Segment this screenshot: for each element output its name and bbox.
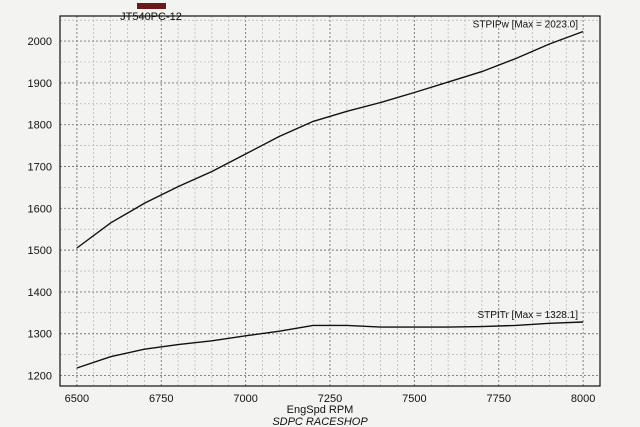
footer-credit: SDPC RACESHOP <box>272 416 368 427</box>
x-tick-label: 7000 <box>233 393 257 405</box>
y-tick-label: 1500 <box>28 245 52 257</box>
x-tick-label: 7500 <box>402 393 426 405</box>
legend-swatch <box>137 3 166 9</box>
plot-frame <box>59 15 601 387</box>
y-tick-label: 1300 <box>28 329 52 341</box>
series-layer: STPIPw [Max = 2023.0] STPITr [Max = 1328.… <box>76 19 584 369</box>
x-axis-title: EngSpd RPM <box>287 404 354 416</box>
y-tick-label: 1600 <box>28 203 52 215</box>
y-tick-label: 1700 <box>28 162 52 174</box>
y-tick-label: 1400 <box>28 287 52 299</box>
y-tick-label: 2000 <box>28 36 52 48</box>
y-tick-label: 1800 <box>28 120 52 132</box>
x-tick-label: 7750 <box>487 393 511 405</box>
x-tick-label: 7250 <box>318 393 342 405</box>
grid <box>60 16 600 386</box>
x-tick-label: 6750 <box>149 393 173 405</box>
series-line-stpipw <box>76 30 584 249</box>
legend-label: JT540PC-12 <box>120 11 182 23</box>
x-tick-label: 8000 <box>571 393 595 405</box>
y-tick-label: 1900 <box>28 78 52 90</box>
series-label-stpitr: STPITr [Max = 1328.1] <box>477 310 578 321</box>
series-label-stpipw: STPIPw [Max = 2023.0] <box>473 19 579 30</box>
tick-labels: 6500 6750 7000 7250 7500 7750 8000 1200 1300 1400… <box>28 36 596 405</box>
series-line-stpitr <box>76 321 584 369</box>
y-tick-label: 1200 <box>28 371 52 383</box>
x-tick-label: 6500 <box>65 393 89 405</box>
